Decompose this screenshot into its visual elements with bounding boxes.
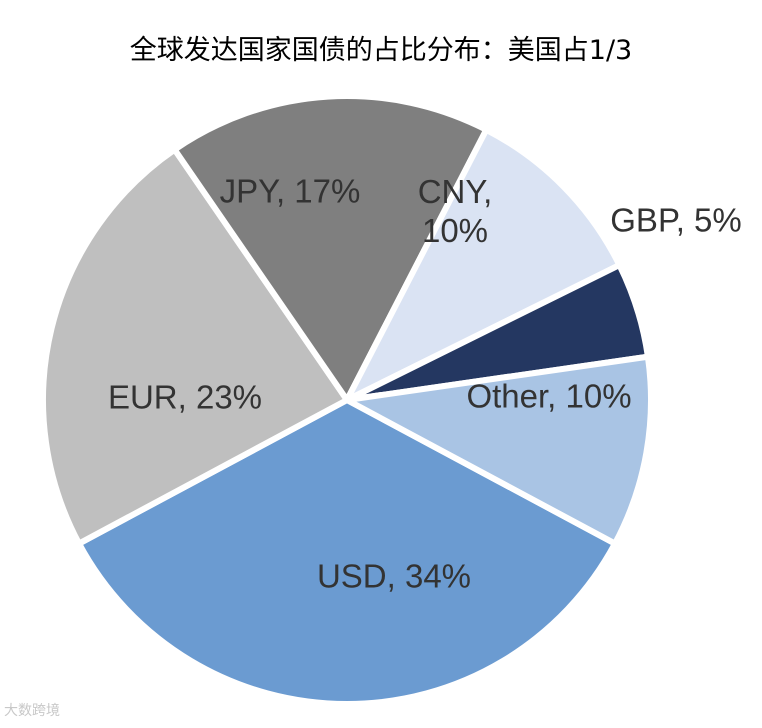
pie-slice-0 bbox=[76, 397, 618, 707]
chart-title: 全球发达国家国债的占比分布：美国占1/3 bbox=[129, 35, 633, 66]
pie-label-2: JPY, 17% bbox=[220, 173, 361, 210]
pie-label-5: Other, 10% bbox=[466, 378, 631, 415]
pie-label-1: EUR, 23% bbox=[108, 379, 262, 416]
pie-slice-3 bbox=[344, 126, 623, 403]
pie-label-0: USD, 34% bbox=[317, 558, 471, 595]
watermark: 大数跨境 bbox=[4, 703, 60, 719]
pie-slice-1 bbox=[40, 146, 350, 547]
pie-label-4: GBP, 5% bbox=[610, 202, 741, 239]
pie-label-3: CNY, 10% bbox=[418, 173, 493, 249]
pie-slice-2 bbox=[171, 93, 490, 403]
pie-slice-5 bbox=[344, 353, 654, 547]
